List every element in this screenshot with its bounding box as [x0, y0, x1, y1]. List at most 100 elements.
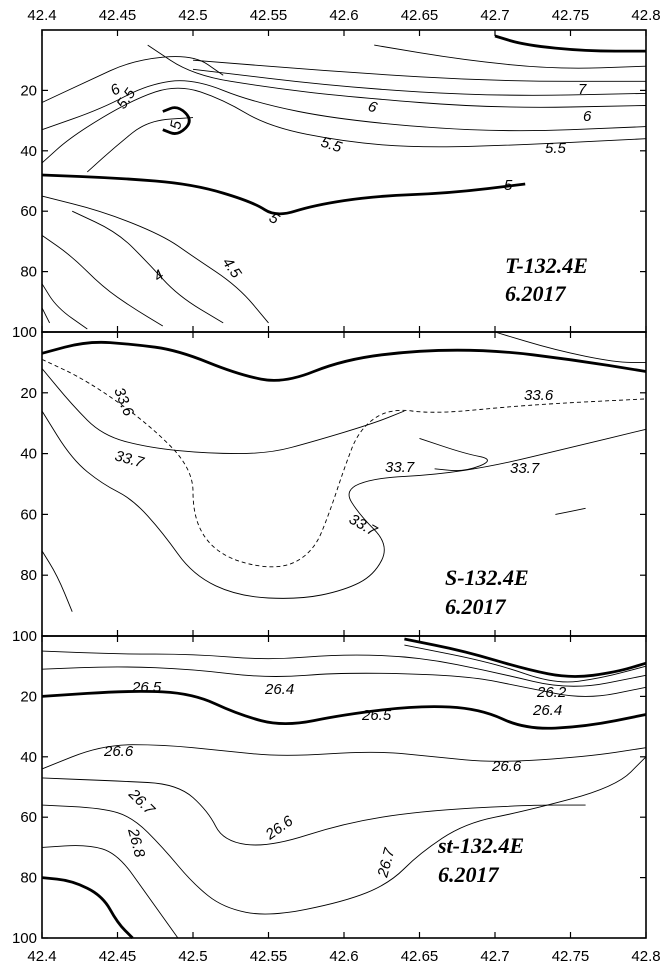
y-tick-label: 80 [20, 264, 37, 281]
isoline-5 [41, 195, 269, 324]
isoline-26-9 [41, 876, 134, 939]
isoline-7 [192, 59, 646, 82]
x-tick-label: 42.65 [401, 948, 439, 965]
temperature-panel: 42.4 42.45 42.5 42.55 42.6 42.65 42.7 42.75 42.8… [12, 7, 661, 341]
isoline-33-7 [41, 410, 647, 599]
contour-label: 33.6 [524, 387, 554, 404]
isoline-5-5 [86, 117, 194, 173]
isoline-26-8 [41, 845, 179, 939]
y-tick-label: 100 [12, 628, 37, 645]
density-panel-date: 6.2017 [438, 862, 500, 887]
isoline-33-6 [41, 358, 647, 568]
isoline-6 [147, 44, 647, 108]
contour-label: 33.7 [385, 459, 415, 476]
contour-label: 26.4 [264, 681, 294, 698]
y-tick-label: 40 [20, 143, 37, 160]
contour-label: 33.7 [113, 447, 146, 471]
isoline-7 [494, 34, 646, 53]
contour-label: 26.6 [262, 812, 297, 844]
y-tick-label: 100 [12, 930, 37, 947]
isoline-4 [41, 307, 51, 324]
isoline-26-7 [41, 756, 647, 915]
y-tick-label: 60 [20, 809, 37, 826]
contour-label: 26.5 [361, 707, 392, 724]
isoline-26-5 [41, 690, 647, 730]
x-tick-label: 42.6 [329, 948, 358, 965]
y-tick-label: 40 [20, 749, 37, 766]
contour-label: 5.5 [319, 134, 345, 157]
contour-label: 26.7 [374, 846, 398, 880]
contour-label: 4 [151, 267, 168, 286]
isoline-26-3 [41, 650, 647, 687]
contour-label: 26.6 [491, 758, 522, 775]
contour-label: 5 [167, 119, 185, 131]
contour-label: 6 [366, 98, 380, 117]
isoline-5-5 [41, 87, 647, 164]
isoline-26-1 [404, 637, 647, 678]
x-tick-label: 42.55 [250, 948, 288, 965]
y-tick-label: 60 [20, 203, 37, 220]
isoline-4-5 [72, 210, 224, 324]
isoline-7 [374, 44, 647, 69]
plot-frame [41, 331, 647, 637]
y-tick-label: 80 [20, 567, 37, 584]
isoline-4 [41, 235, 164, 327]
salinity-panel: 20 40 60 80 100 [12, 331, 647, 645]
isoline-5 [41, 173, 526, 216]
density-panel-title: st-132.4E [437, 833, 524, 858]
y-tick-label: 40 [20, 446, 37, 463]
isoline-33-5 [41, 340, 647, 382]
isoline-33-8 [41, 550, 73, 612]
isoline-26-6 [41, 744, 647, 770]
contour-label: 4.5 [219, 255, 245, 282]
contour-label: 33.7 [346, 511, 380, 541]
x-tick-label: 42.55 [250, 7, 288, 24]
x-tick-label: 42.6 [329, 7, 358, 24]
y-tick-label: 20 [20, 385, 37, 402]
x-tick-label: 42.4 [27, 7, 56, 24]
isoline-33-7 [419, 437, 488, 472]
isoline-26-2 [404, 644, 647, 683]
x-tick-label: 42.4 [27, 948, 56, 965]
temperature-panel-date: 6.2017 [505, 281, 567, 306]
contour-label: 5 [504, 177, 513, 194]
contour-label: 6 [583, 108, 592, 125]
isoline-33-6 [41, 368, 405, 455]
x-tick-label: 42.8 [631, 7, 660, 24]
x-tick-label: 42.5 [178, 7, 207, 24]
x-tick-label: 42.75 [552, 948, 590, 965]
y-tick-label: 60 [20, 506, 37, 523]
contour-label: 26.5 [131, 679, 162, 696]
isoline-5 [162, 106, 191, 135]
isoline-26-6 [41, 777, 586, 846]
salinity-panel-date: 6.2017 [445, 594, 507, 619]
isoline-33-8 [555, 507, 586, 515]
x-tick-label: 42.8 [631, 948, 660, 965]
x-tick-label: 42.7 [480, 7, 509, 24]
isoline-6 [41, 56, 224, 103]
temperature-panel-title: T-132.4E [505, 253, 588, 278]
density-panel: 42.4 42.45 42.5 42.55 42.6 42.65 42.7 42.75 42.8… [12, 635, 661, 965]
y-tick-label: 20 [20, 688, 37, 705]
x-tick-label: 42.45 [99, 948, 137, 965]
x-tick-label: 42.65 [401, 7, 439, 24]
isoline-26-4 [41, 666, 647, 697]
contour-label: 5.5 [545, 140, 567, 157]
contour-label: 26.8 [124, 826, 148, 860]
contour-label: 26.2 [536, 684, 567, 701]
y-tick-label: 20 [20, 82, 37, 99]
y-tick-label: 80 [20, 870, 37, 887]
contour-label: 7 [578, 81, 587, 98]
salinity-panel-title: S-132.4E [445, 565, 529, 590]
contour-label: 26.6 [103, 743, 134, 760]
y-tick-label: 100 [12, 324, 37, 341]
contour-label: 33.7 [510, 460, 540, 477]
x-tick-label: 42.7 [480, 948, 509, 965]
contour-label: 26.4 [532, 702, 562, 719]
contour-label: 33.6 [110, 385, 137, 419]
isoline-6-5 [192, 68, 647, 96]
x-tick-label: 42.75 [552, 7, 590, 24]
isoline-6 [41, 80, 647, 132]
contour-label: 26.7 [124, 785, 158, 819]
